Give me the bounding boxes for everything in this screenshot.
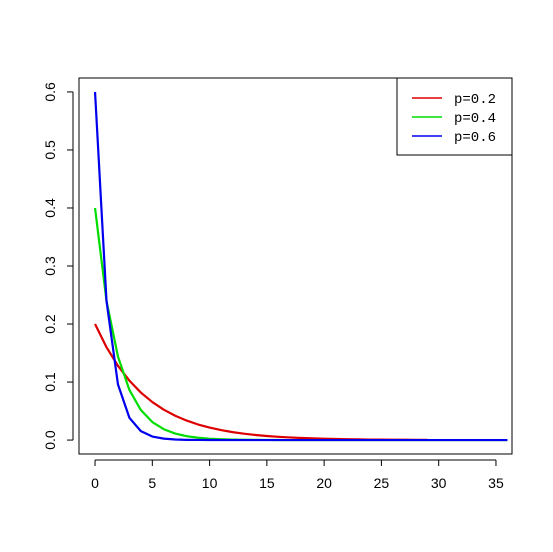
y-tick-label: 0.2 [42,314,58,334]
legend-label-1: p=0.2 [454,92,496,108]
x-tick-label: 15 [259,475,275,491]
series-line-3 [93,91,508,442]
series-line-1 [94,323,428,441]
legend: p=0.2 p=0.4 p=0.6 [396,77,513,156]
y-tick-label: 0.6 [42,82,58,102]
x-tick-label: 5 [148,475,156,491]
series-lines [93,91,508,442]
x-tick-label: 0 [91,475,99,491]
legend-label-2: p=0.4 [454,111,496,127]
y-axis: 0.0 0.1 0.2 0.3 0.4 0.5 0.6 [42,82,74,450]
y-tick-label: 0.3 [42,256,58,276]
y-tick-label: 0.1 [42,372,58,392]
x-tick-label: 10 [202,475,218,491]
y-tick-label: 0.5 [42,140,58,160]
y-tick-label: 0.4 [42,198,58,218]
legend-label-3: p=0.6 [454,130,496,146]
x-tick-label: 30 [431,475,447,491]
y-tick-label: 0.0 [42,430,58,450]
x-tick-label: 35 [488,475,504,491]
x-axis: 0 5 10 15 20 25 30 35 [91,459,504,491]
x-tick-label: 20 [316,475,332,491]
plot-frame [78,77,513,455]
x-tick-label: 25 [374,475,390,491]
